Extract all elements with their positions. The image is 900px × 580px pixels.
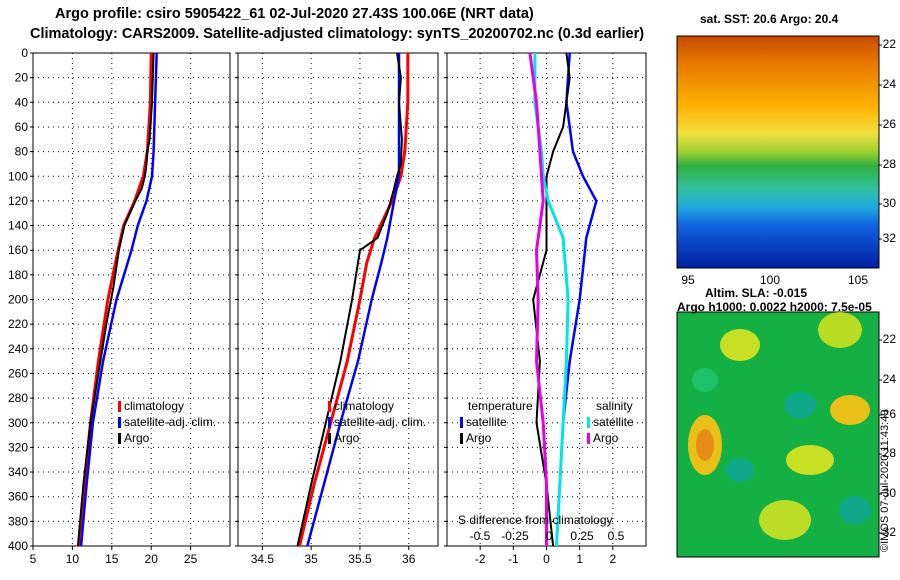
x-tick-label: 5 (30, 552, 37, 566)
salinity-tick-label: 0.5 (608, 529, 625, 543)
legend-label: climatology (124, 399, 184, 413)
x-tick-label: 25 (184, 552, 198, 566)
series-satellite-adj-clim- (79, 52, 158, 547)
legend-swatch (118, 401, 121, 412)
series-satellite-adj-clim- (306, 53, 401, 547)
y-tick-label: 160 (8, 243, 28, 257)
sla-map-lat-label: -30 (879, 486, 897, 500)
sst-map-lat-label: -24 (879, 77, 897, 91)
series-salinity-argo (528, 52, 548, 546)
timestamp-stamp: ©IMOS 07-Jul-2020 11:43:49 (879, 409, 891, 552)
y-tick-label: 240 (8, 342, 28, 356)
legend-swatch (328, 417, 331, 428)
sst-map (676, 35, 880, 269)
legend-label: Argo (593, 431, 619, 445)
y-tick-label: 60 (15, 120, 29, 134)
y-tick-label: 40 (15, 95, 29, 109)
y-tick-label: 140 (8, 219, 28, 233)
salinity-tick-label: -0.5 (470, 529, 491, 543)
temperature-profile: 5 10 15 20 25 0 20 40 60 80 100 120 140 160 180 200 220 2… (8, 46, 231, 566)
legend-label: satellite (593, 415, 634, 429)
legend-swatch (118, 417, 121, 428)
salinity-profile: 34.5 35 35.5 36 climatology satellite-adj. cl… (235, 52, 439, 566)
sla-map-lat-label: -22 (879, 332, 897, 346)
legend-swatch (328, 433, 331, 444)
x-tick-label: 1 (576, 552, 583, 566)
y-tick-label: 180 (8, 268, 28, 282)
x-tick-label: 35 (304, 552, 318, 566)
sst-map-lon-label: 105 (848, 273, 868, 287)
legend-swatch (587, 433, 590, 444)
x-tick-label: 0 (543, 552, 550, 566)
y-tick-label: 360 (8, 490, 28, 504)
sst-map-lat-label: -22 (879, 37, 897, 51)
legend-swatch (460, 433, 463, 444)
y-tick-label: 80 (15, 145, 29, 159)
x-tick-label: -1 (508, 552, 519, 566)
series-climatology (298, 53, 410, 547)
legend-swatch (118, 433, 121, 444)
series-temperature-argo (532, 52, 571, 547)
x-tick-label: 35.5 (348, 552, 372, 566)
legend-title-temperature: temperature (468, 399, 533, 413)
sla-map-lat-label: -26 (879, 407, 897, 421)
sst-map-lat-label: -26 (879, 117, 897, 131)
y-tick-label: 260 (8, 366, 28, 380)
y-tick-label: 400 (8, 539, 28, 553)
x-tick-label: 36 (402, 552, 416, 566)
series-argo (76, 52, 155, 547)
sla-map (676, 311, 880, 558)
sla-map-lat-label: -32 (879, 525, 897, 539)
x-tick-label: 15 (105, 552, 119, 566)
y-tick-label: 300 (8, 416, 28, 430)
sst-map-lon-label: 100 (760, 273, 780, 287)
y-tick-label: 120 (8, 194, 28, 208)
sla-map-title-2: Argo h1000: 0.0022 h2000: 7.5e-05 (677, 300, 872, 314)
legend-label: Argo (334, 431, 360, 445)
legend-label: satellite-adj. clim. (124, 415, 216, 429)
x-tick-label: 10 (66, 552, 80, 566)
y-tick-label: 220 (8, 317, 28, 331)
x-tick-label: 2 (609, 552, 616, 566)
sst-map-lon-label: 95 (681, 273, 695, 287)
sst-map-lat-label: -32 (879, 231, 897, 245)
legend-swatch (328, 401, 331, 412)
difference-title: S difference from climatology (458, 513, 613, 527)
sla-map-lat-label: -28 (879, 446, 897, 460)
title-line-1: Argo profile: csiro 5905422_61 02-Jul-20… (55, 6, 534, 22)
salinity-tick-label: -0.25 (501, 529, 529, 543)
legend-label: Argo (124, 431, 150, 445)
legend-label: satellite (466, 415, 507, 429)
sla-map-title-1: Altim. SLA: -0.015 (705, 286, 807, 300)
difference-from-climatology: -2 -1 0 1 2 temperature satellite Argo salinity s… (444, 52, 647, 566)
y-tick-label: 320 (8, 440, 28, 454)
x-tick-label: 20 (145, 552, 159, 566)
legend-label: climatology (334, 399, 394, 413)
y-tick-label: 100 (8, 169, 28, 183)
x-tick-label: 34.5 (251, 552, 275, 566)
y-tick-label: 20 (15, 71, 29, 85)
legend-title-salinity: salinity (596, 399, 633, 413)
legend-swatch (587, 417, 590, 428)
sla-map-lat-label: -24 (879, 372, 897, 386)
y-tick-label: 200 (8, 293, 28, 307)
salinity-tick-label: 0 (546, 529, 553, 543)
sst-map-lat-label: -28 (879, 157, 897, 171)
sst-map-title: sat. SST: 20.6 Argo: 20.4 (700, 12, 839, 26)
x-tick-label: -2 (475, 552, 486, 566)
y-tick-label: 0 (21, 46, 28, 60)
sst-map-lat-label: -30 (879, 196, 897, 210)
plot-frame (32, 52, 231, 547)
legend-label: Argo (466, 431, 492, 445)
legend-label: satellite-adj. clim. (334, 415, 426, 429)
legend-swatch (460, 417, 463, 428)
salinity-tick-label: 0.25 (570, 529, 594, 543)
title-line-2: Climatology: CARS2009. Satellite-adjuste… (30, 26, 645, 42)
y-tick-label: 380 (8, 514, 28, 528)
y-tick-label: 280 (8, 391, 28, 405)
y-tick-label: 340 (8, 465, 28, 479)
